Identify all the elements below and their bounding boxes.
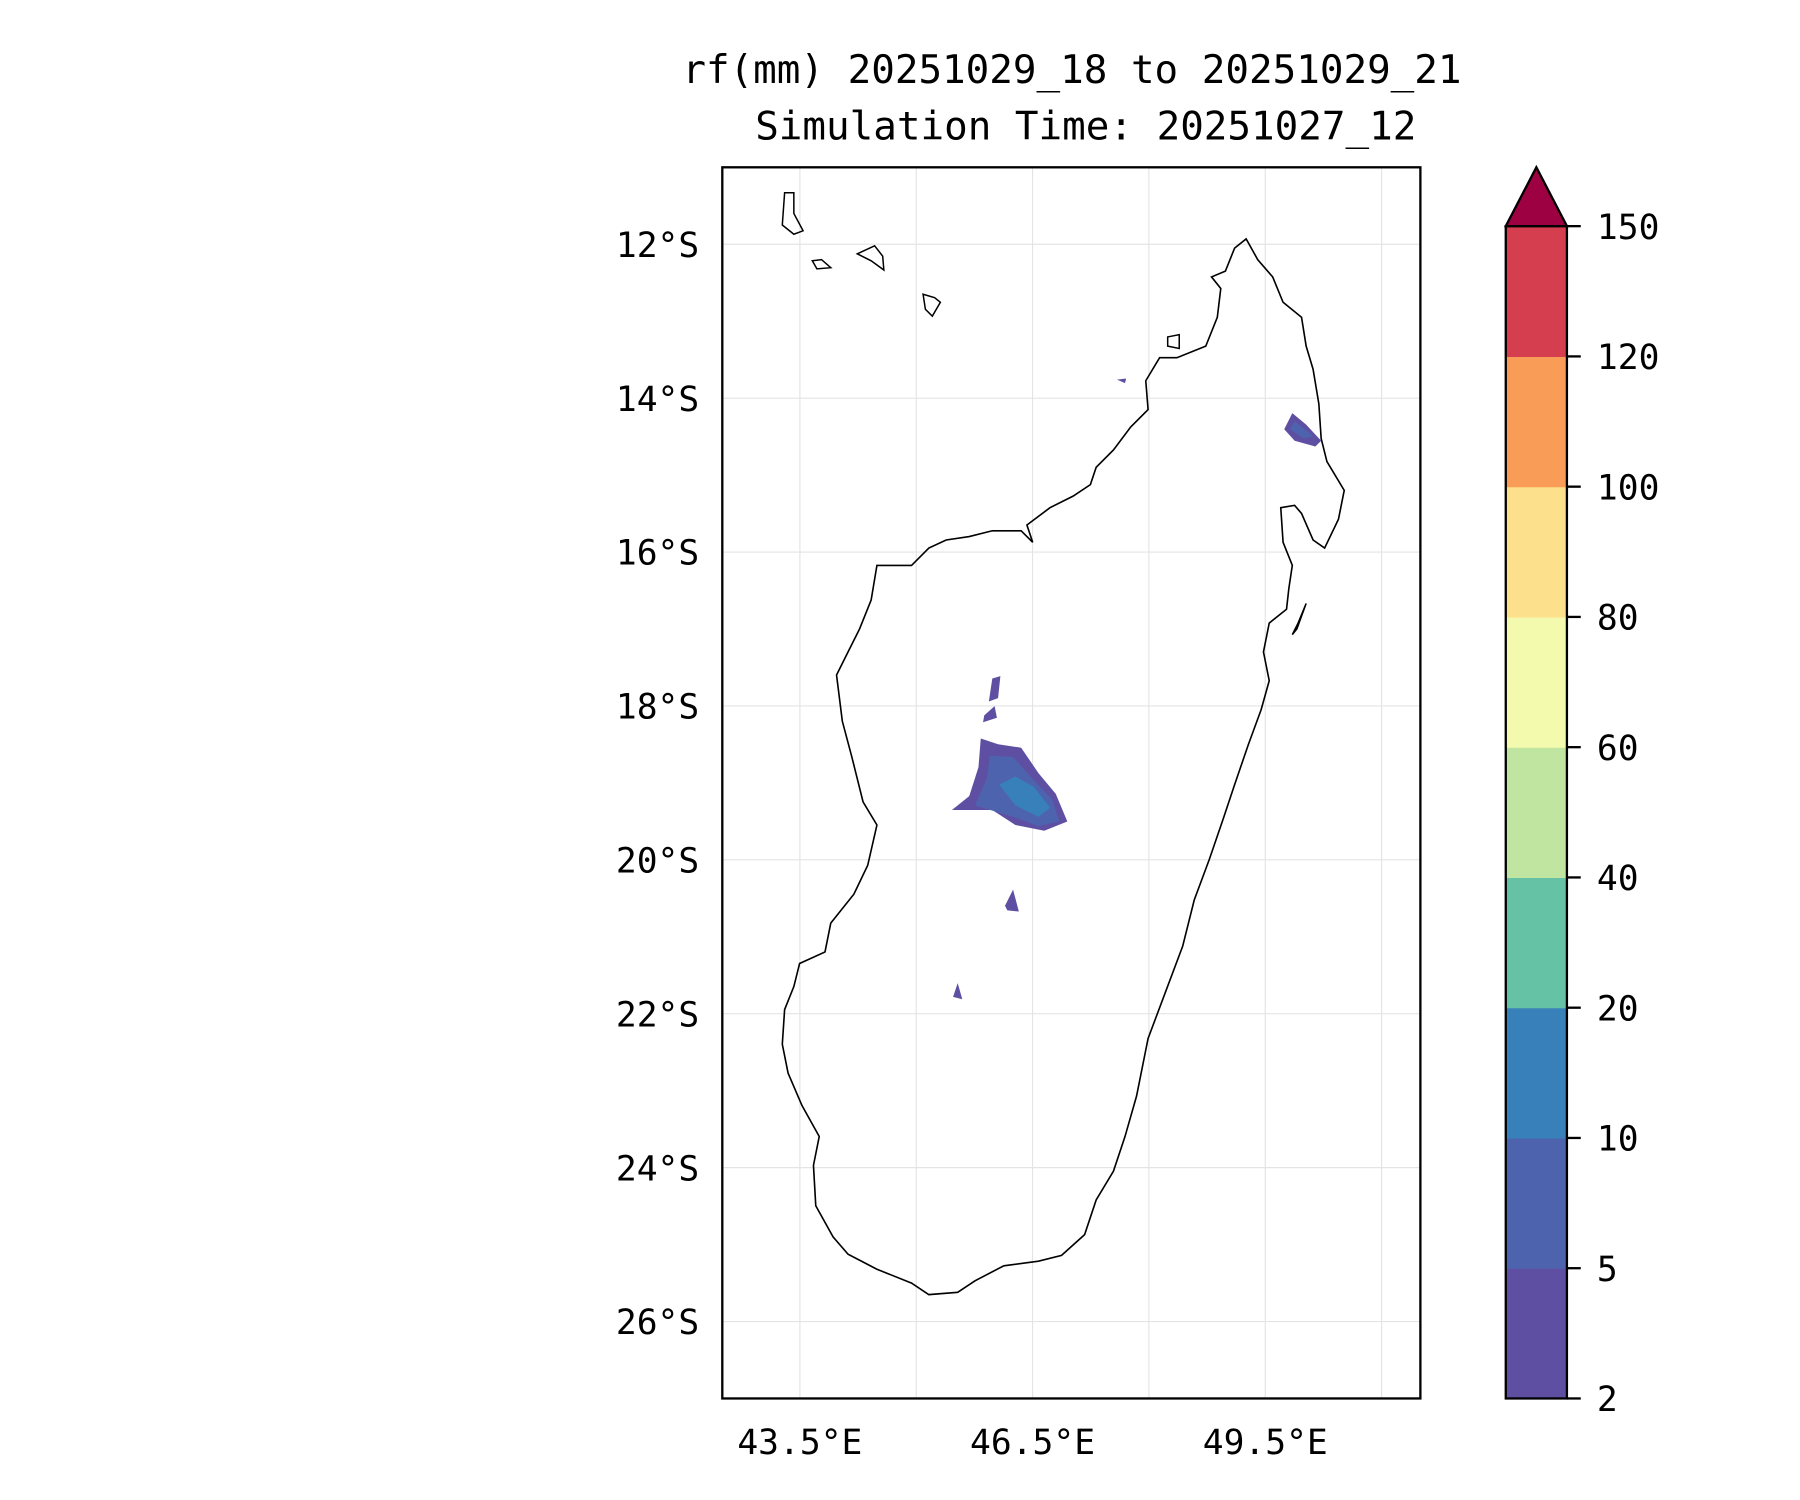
y-tick-label: 16°S [616,534,699,574]
colorbar: 2 5 10 20 40 60 80 100 120 150 [1503,164,1660,1420]
madagascar-coastline [781,237,1346,1296]
colorbar-tick-label: 80 [1597,599,1639,639]
y-axis-ticks: 12°S 14°S 16°S 18°S 20°S 22°S 24°S 26°S [616,226,699,1343]
colorbar-segment [1505,877,1567,1009]
colorbar-extend-arrow [1503,164,1569,228]
colorbar-tick-label: 2 [1597,1380,1618,1420]
rain-area-northwest-islet [1116,378,1127,384]
chart-title: rf(mm) 20251029_18 to 20251029_21 [682,48,1461,93]
y-tick-label: 12°S [616,226,699,266]
rain-area-central-10-20 [999,776,1050,817]
y-tick-label: 18°S [616,688,699,728]
comoros-island-anjouan [855,244,885,272]
sainte-marie-island [1291,603,1307,636]
x-tick-label: 43.5°E [737,1423,862,1463]
map-axes: 43.5°E 46.5°E 49.5°E 12°S 14°S 16°S 18°S 20°S 2… [616,166,1422,1463]
x-tick-label: 46.5°E [970,1423,1095,1463]
x-tick-label: 49.5°E [1203,1423,1328,1463]
y-tick-label: 22°S [616,995,699,1035]
colorbar-tick-label: 100 [1597,468,1660,508]
colorbar-tick-label: 10 [1597,1120,1639,1160]
rain-area-southwest-cell [953,983,963,1000]
colorbar-segment [1505,1137,1567,1269]
colorbar-tick-label: 40 [1597,859,1639,899]
y-tick-label: 26°S [616,1303,699,1343]
y-tick-label: 20°S [616,842,699,882]
mayotte-island [922,293,942,318]
rain-area-south-cell [1005,889,1019,912]
comoros-island-moheli [811,258,833,270]
colorbar-segment [1505,616,1567,748]
colorbar-tick-label: 60 [1597,729,1639,769]
rain-area-northeast-core [1290,421,1314,439]
rainfall-contours [951,378,1322,1000]
rain-area-north-cell-2 [983,706,997,723]
colorbar-segment [1505,1268,1567,1400]
colorbar-tick-label: 120 [1597,338,1660,378]
y-tick-label: 14°S [616,380,699,420]
rain-area-north-cell [988,676,1001,702]
map-frame [721,166,1422,1400]
colorbar-segment [1505,747,1567,879]
colorbar-tick-label: 20 [1597,989,1639,1029]
y-tick-label: 24°S [616,1149,699,1189]
colorbar-segment [1505,1007,1567,1139]
colorbar-segment [1505,356,1567,488]
nosy-be-island [1166,333,1180,350]
colorbar-frame [1504,225,1569,1400]
x-axis-ticks: 43.5°E 46.5°E 49.5°E [737,1423,1327,1463]
comoros-island-grande [781,191,805,236]
colorbar-segment [1505,486,1567,618]
colorbar-segment [1505,226,1567,357]
gridlines [722,167,1421,1399]
colorbar-tick-label: 5 [1597,1250,1618,1290]
chart-subtitle: Simulation Time: 20251027_12 [755,105,1416,150]
colorbar-tick-label: 150 [1597,208,1660,248]
